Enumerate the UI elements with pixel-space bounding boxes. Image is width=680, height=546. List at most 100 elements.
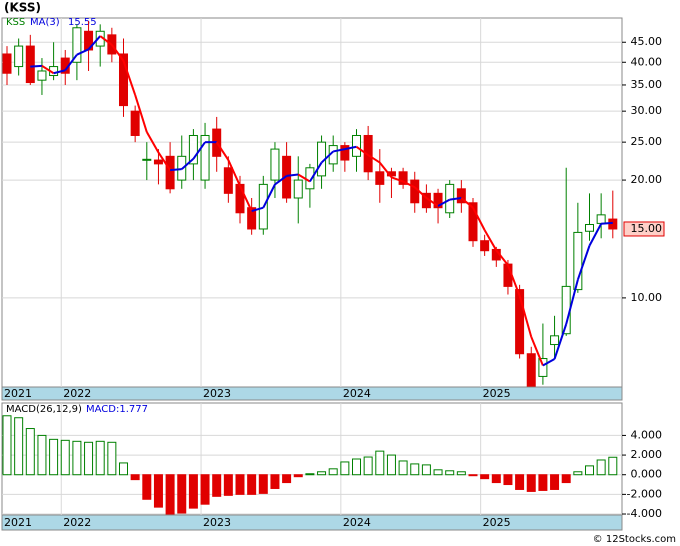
candle-body <box>247 207 257 230</box>
macd-bar <box>503 474 513 486</box>
y-tick-label: 2.000 <box>631 448 663 461</box>
candle-body <box>72 27 82 63</box>
candle-body <box>433 192 443 209</box>
ma-segment <box>553 323 568 360</box>
legend-ma: MA(3) <box>30 17 60 28</box>
macd-bar <box>386 454 396 476</box>
x-tick-label: 2025 <box>483 516 511 529</box>
macd-bar <box>328 468 338 476</box>
macd-bar <box>317 471 327 476</box>
candle-body <box>142 158 152 161</box>
ma-segment <box>344 145 357 151</box>
macd-bar <box>433 469 443 476</box>
macd-bar <box>130 474 140 481</box>
ma-segment <box>181 158 195 170</box>
ma-segment <box>355 145 369 156</box>
ma-segment <box>437 198 451 207</box>
macd-bar <box>95 440 105 476</box>
candle-body <box>363 134 373 173</box>
ma-segment <box>449 196 462 201</box>
macd-bar <box>596 459 606 476</box>
y-tick-label: 30.00 <box>631 104 663 117</box>
ma-segment <box>601 221 613 225</box>
macd-bar <box>165 474 175 515</box>
candle-body <box>375 171 385 185</box>
candle-body <box>200 134 210 181</box>
ma-segment <box>134 94 148 133</box>
macd-bar <box>398 460 408 476</box>
macd-bar <box>258 474 268 494</box>
ma-segment <box>239 185 253 212</box>
ma-segment <box>483 229 498 251</box>
macd-bar <box>223 474 233 496</box>
ma-segment <box>111 44 125 62</box>
ma-segment <box>76 48 89 56</box>
candle-body <box>153 159 163 165</box>
macd-bar <box>410 463 420 476</box>
x-tick-label: 2025 <box>483 387 511 400</box>
macd-bar <box>60 439 70 476</box>
x-tick-label: 2024 <box>343 387 371 400</box>
ma-segment <box>145 131 160 153</box>
ma-segment <box>309 162 323 183</box>
candle-body <box>223 167 233 194</box>
candle-body <box>468 202 478 242</box>
y-tick-label: 4.000 <box>631 428 663 441</box>
ma-segment <box>507 264 521 297</box>
candle-body <box>235 183 245 214</box>
candle-body <box>282 155 292 199</box>
footer: © 12Stocks.com <box>593 534 676 545</box>
ma-segment <box>251 206 264 212</box>
ma-segment <box>227 159 241 187</box>
macd-bar <box>153 474 163 508</box>
y-tick-label: 20.00 <box>631 173 663 186</box>
y-tick-label: 40.00 <box>631 55 663 68</box>
macd-bar <box>119 462 128 476</box>
ma-segment <box>402 180 416 189</box>
macd-bar <box>538 474 548 491</box>
ma-segment <box>30 64 43 68</box>
candle-body <box>130 110 140 136</box>
macd-bar <box>49 438 59 476</box>
candle-body <box>165 155 175 190</box>
macd-bar <box>550 474 560 490</box>
macd-bar <box>282 474 292 484</box>
last-price-box <box>623 221 665 237</box>
ma-segment <box>425 197 439 207</box>
macd-bar <box>352 458 361 476</box>
candle-body <box>585 224 594 232</box>
last-price-label: 15.00 <box>631 222 663 235</box>
ma-segment <box>576 245 591 281</box>
macd-bar <box>456 471 466 476</box>
price-x-axis <box>1 386 623 401</box>
ma-segment <box>53 69 66 75</box>
legend-ticker: KSS <box>6 17 25 28</box>
candle-body <box>119 53 128 107</box>
macd-bar <box>72 440 82 476</box>
ma-segment <box>391 176 404 183</box>
candle-body <box>480 240 490 252</box>
x-tick-label: 2023 <box>203 387 231 400</box>
ma-segment <box>87 35 101 50</box>
macd-bar <box>212 474 222 497</box>
ma-segment <box>274 175 288 186</box>
macd-bar <box>445 470 455 476</box>
macd-bar <box>235 474 245 495</box>
candle-body <box>352 134 361 157</box>
macd-bar <box>293 474 303 478</box>
ma-segment <box>170 168 182 172</box>
candle-body <box>2 53 12 74</box>
macd-bar <box>84 441 94 476</box>
macd-bar <box>200 474 210 505</box>
candle-body <box>538 358 548 377</box>
y-tick-label: 25.00 <box>631 135 663 148</box>
macd-bar <box>480 474 490 480</box>
chart-title: (KSS) <box>4 1 41 15</box>
macd-bar <box>247 474 257 495</box>
ma-segment <box>588 223 603 247</box>
macd-bar <box>421 464 431 476</box>
ma-segment <box>99 35 113 46</box>
macd-bar <box>363 456 373 476</box>
candle-body <box>526 353 536 387</box>
